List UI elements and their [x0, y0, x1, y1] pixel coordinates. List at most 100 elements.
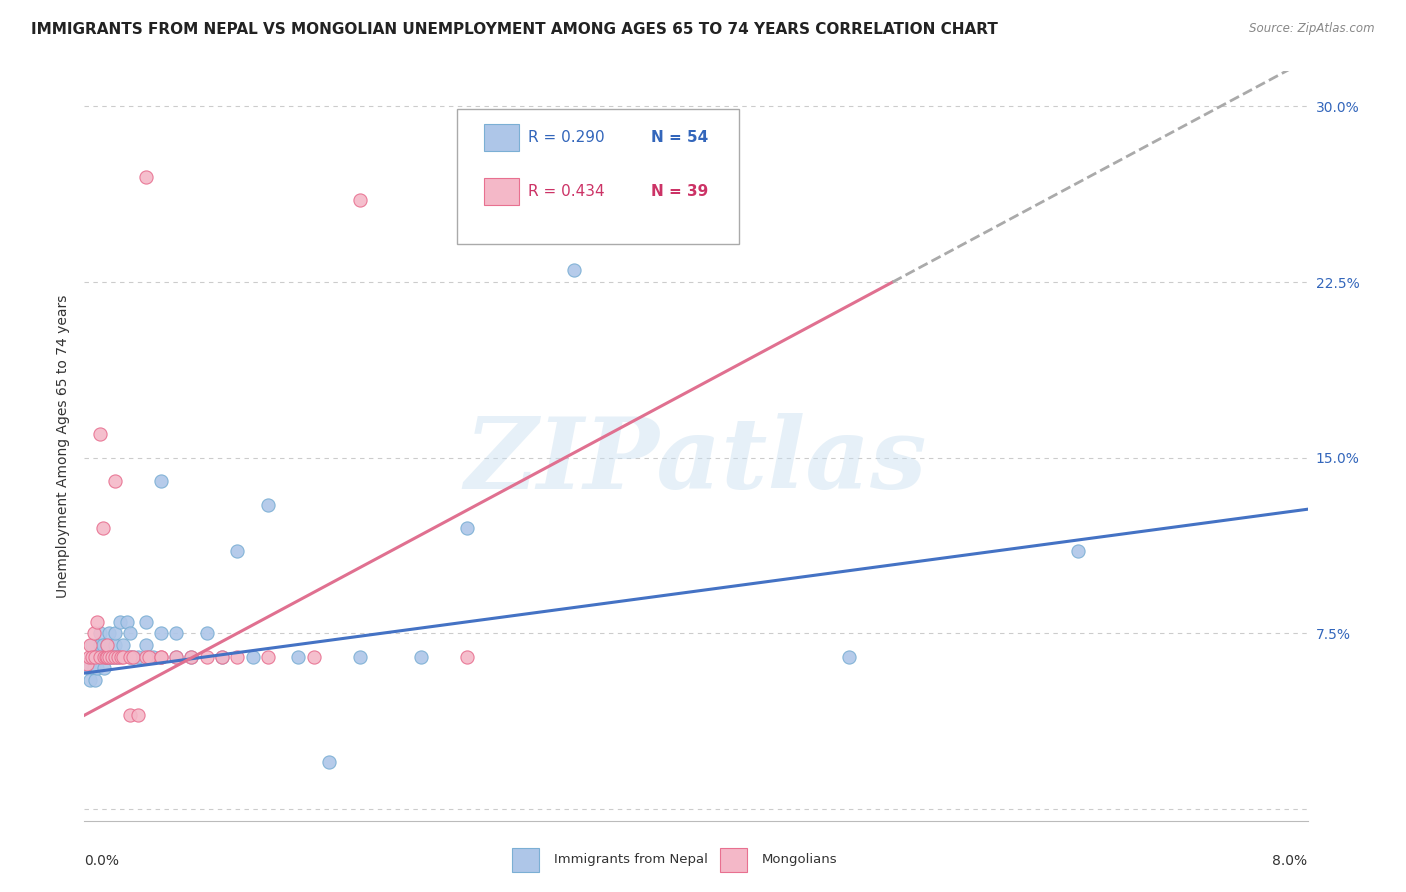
Text: R = 0.290: R = 0.290 [529, 130, 605, 145]
Point [349, 193, 371, 207]
Point [120, 649, 142, 664]
Point [1067, 544, 1090, 558]
Point [98, 649, 121, 664]
Point [89, 649, 111, 664]
Point [86, 615, 108, 629]
Point [409, 649, 432, 664]
Point [97, 649, 120, 664]
FancyBboxPatch shape [720, 847, 748, 871]
FancyBboxPatch shape [457, 109, 738, 244]
Point [79, 673, 101, 688]
Point [180, 649, 202, 664]
Point [77, 649, 100, 664]
Point [287, 649, 309, 664]
Point [96, 638, 118, 652]
Point [456, 521, 478, 535]
Point [456, 649, 478, 664]
Point [149, 649, 172, 664]
Point [104, 638, 127, 652]
Point [104, 626, 127, 640]
Point [93, 661, 115, 675]
Text: N = 54: N = 54 [651, 130, 709, 145]
Point [149, 649, 172, 664]
Point [77, 661, 100, 675]
Point [80, 638, 103, 652]
Point [120, 626, 142, 640]
Point [89, 626, 111, 640]
Point [80, 649, 103, 664]
Point [302, 649, 325, 664]
Point [94, 649, 117, 664]
Point [122, 649, 145, 664]
Point [96, 649, 118, 664]
Point [93, 649, 115, 664]
Point [115, 615, 138, 629]
Text: Mongolians: Mongolians [762, 853, 838, 866]
Point [84, 673, 107, 688]
Point [120, 649, 142, 664]
Point [79, 638, 101, 652]
Point [96, 649, 118, 664]
Point [80, 649, 103, 664]
Point [108, 615, 131, 629]
Text: 8.0%: 8.0% [1272, 855, 1308, 868]
Point [138, 649, 160, 664]
Text: N = 39: N = 39 [651, 184, 709, 199]
Point [165, 649, 187, 664]
Point [110, 649, 132, 664]
Point [562, 263, 585, 277]
Point [127, 708, 149, 723]
Y-axis label: Unemployment Among Ages 65 to 74 years: Unemployment Among Ages 65 to 74 years [56, 294, 70, 598]
Point [135, 615, 157, 629]
Point [91, 521, 114, 535]
Point [257, 649, 280, 664]
Point [89, 638, 111, 652]
Point [97, 626, 120, 640]
Point [111, 649, 134, 664]
Point [242, 649, 264, 664]
Point [107, 649, 129, 664]
Point [226, 544, 249, 558]
Text: Source: ZipAtlas.com: Source: ZipAtlas.com [1250, 22, 1375, 36]
Point [135, 638, 157, 652]
FancyBboxPatch shape [513, 847, 540, 871]
Text: 0.0%: 0.0% [84, 855, 120, 868]
Point [195, 626, 218, 640]
Text: Immigrants from Nepal: Immigrants from Nepal [554, 853, 709, 866]
Point [89, 649, 111, 664]
Point [107, 649, 129, 664]
Point [104, 474, 127, 488]
FancyBboxPatch shape [484, 178, 519, 205]
Point [211, 649, 233, 664]
Point [165, 649, 187, 664]
FancyBboxPatch shape [484, 124, 519, 151]
Text: ZIPatlas: ZIPatlas [465, 413, 927, 509]
Point [838, 649, 860, 664]
Point [86, 649, 108, 664]
Point [101, 649, 124, 664]
Point [86, 661, 108, 675]
Point [127, 649, 149, 664]
Point [76, 657, 98, 671]
Point [138, 649, 160, 664]
Point [211, 649, 233, 664]
Point [135, 649, 157, 664]
Point [142, 649, 165, 664]
Point [83, 661, 105, 675]
Point [195, 649, 218, 664]
Point [349, 649, 371, 664]
Text: R = 0.434: R = 0.434 [529, 184, 605, 199]
Point [149, 626, 172, 640]
Text: IMMIGRANTS FROM NEPAL VS MONGOLIAN UNEMPLOYMENT AMONG AGES 65 TO 74 YEARS CORREL: IMMIGRANTS FROM NEPAL VS MONGOLIAN UNEMP… [31, 22, 998, 37]
Point [84, 649, 107, 664]
Point [257, 498, 280, 512]
Point [83, 626, 105, 640]
Point [94, 649, 117, 664]
Point [318, 755, 340, 769]
Point [226, 649, 249, 664]
Point [91, 649, 114, 664]
Point [149, 474, 172, 488]
Point [120, 708, 142, 723]
Point [135, 169, 157, 184]
Point [104, 649, 127, 664]
